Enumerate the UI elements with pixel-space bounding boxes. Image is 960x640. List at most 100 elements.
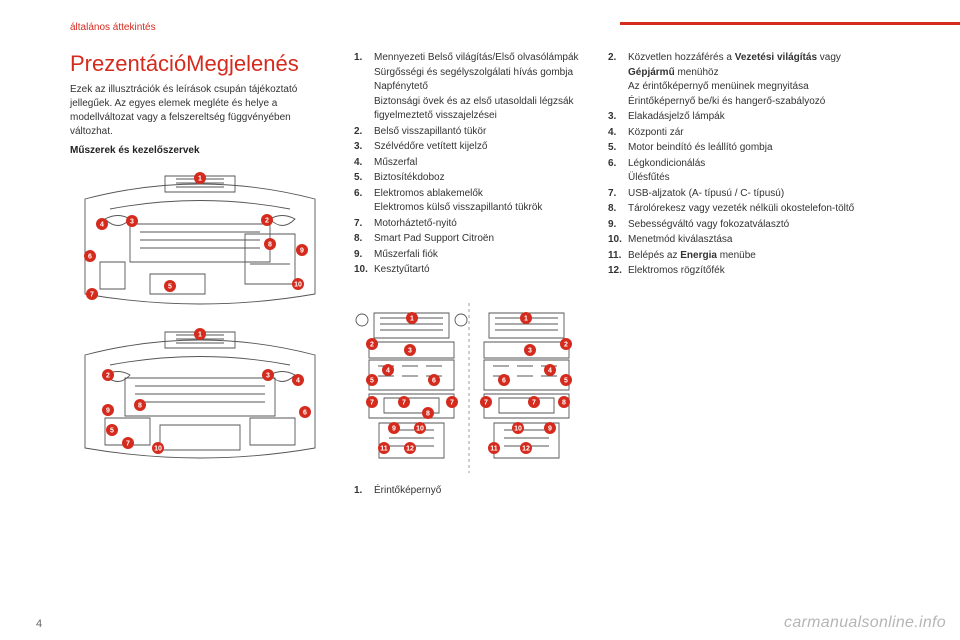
list-text: Mennyezeti Belső világítás/Első olvasólá…	[374, 51, 584, 124]
columns: PrezentációMegjelenés Ezek az illusztrác…	[70, 51, 890, 499]
list-item: 8.Smart Pad Support Citroën	[354, 232, 584, 247]
svg-text:1: 1	[198, 176, 202, 183]
list-number: 1.	[354, 51, 374, 124]
page-title: PrezentációMegjelenés	[70, 51, 330, 77]
svg-text:4: 4	[386, 367, 390, 374]
svg-text:7: 7	[450, 399, 454, 406]
list-number: 7.	[608, 187, 628, 202]
list-item: 3.Szélvédőre vetített kijelző	[354, 140, 584, 155]
svg-text:3: 3	[528, 347, 532, 354]
svg-text:11: 11	[490, 445, 498, 452]
list-item: 7.Motorháztető-nyitó	[354, 217, 584, 232]
list-text: Belső visszapillantó tükör	[374, 125, 584, 140]
svg-text:8: 8	[562, 399, 566, 406]
list-text: Közvetlen hozzáférés a Vezetési világítá…	[628, 51, 890, 109]
list-item: 5.Biztosítékdoboz	[354, 171, 584, 186]
list-item: 1. Érintőképernyő	[354, 484, 584, 499]
list-subtext: Napfénytető	[374, 80, 584, 95]
svg-text:7: 7	[532, 399, 536, 406]
column-3: 2.Közvetlen hozzáférés a Vezetési világí…	[608, 51, 890, 499]
list-text: Menetmód kiválasztása	[628, 233, 890, 248]
list-number: 8.	[354, 232, 374, 247]
list-number: 2.	[608, 51, 628, 109]
svg-text:6: 6	[502, 377, 506, 384]
svg-text:6: 6	[303, 410, 307, 417]
svg-text:4: 4	[296, 378, 300, 385]
list-item: 1.Mennyezeti Belső világítás/Első olvasó…	[354, 51, 584, 124]
list-item: 2.Belső visszapillantó tükör	[354, 125, 584, 140]
list-number: 8.	[608, 202, 628, 217]
list-number: 4.	[354, 156, 374, 171]
feature-list-left: 1.Mennyezeti Belső világítás/Első olvasó…	[354, 51, 584, 278]
list-text: Smart Pad Support Citroën	[374, 232, 584, 247]
column-1: PrezentációMegjelenés Ezek az illusztrác…	[70, 51, 330, 499]
list-text: Motorháztető-nyitó	[374, 217, 584, 232]
svg-text:3: 3	[408, 347, 412, 354]
header-red-bar	[620, 22, 960, 25]
list-item: 6.LégkondicionálásÜlésfűtés	[608, 157, 890, 186]
list-text: Központi zár	[628, 126, 890, 141]
svg-text:10: 10	[154, 446, 162, 453]
center-console-diagram: 123456777891011121234567789101112	[354, 298, 584, 478]
list-subtext: Ülésfűtés	[628, 171, 890, 186]
list-item: 4.Műszerfal	[354, 156, 584, 171]
list-text: USB-aljzatok (A- típusú / C- típusú)	[628, 187, 890, 202]
list-text: Kesztyűtartó	[374, 263, 584, 278]
list-subtext: Elektromos külső visszapillantó tükrök	[374, 201, 584, 216]
list-text: Tárolórekesz vagy vezeték nélküli okoste…	[628, 202, 890, 217]
svg-text:10: 10	[416, 425, 424, 432]
svg-text:10: 10	[514, 425, 522, 432]
list-text: Motor beindító és leállító gombja	[628, 141, 890, 156]
svg-text:2: 2	[265, 218, 269, 225]
list-text: Elektromos ablakemelőkElektromos külső v…	[374, 187, 584, 216]
list-item: 10.Menetmód kiválasztása	[608, 233, 890, 248]
list-text: Sebességváltó vagy fokozatválasztó	[628, 218, 890, 233]
svg-text:8: 8	[426, 410, 430, 417]
list-number: 3.	[354, 140, 374, 155]
column-2: 1.Mennyezeti Belső világítás/Első olvasó…	[354, 51, 584, 499]
list-text: Biztosítékdoboz	[374, 171, 584, 186]
list-number: 11.	[608, 249, 628, 264]
page-number: 4	[36, 618, 42, 630]
svg-text:8: 8	[138, 403, 142, 410]
list-text: Érintőképernyő	[374, 484, 584, 499]
svg-text:2: 2	[370, 341, 374, 348]
list-number: 9.	[608, 218, 628, 233]
svg-text:1: 1	[198, 332, 202, 339]
intro-paragraph: Ezek az illusztrációk és leírások csupán…	[70, 83, 330, 139]
list-text: Elektromos rögzítőfék	[628, 264, 890, 279]
list-subtext: Biztonsági övek és az első utasoldali lé…	[374, 95, 584, 124]
svg-text:6: 6	[432, 377, 436, 384]
svg-text:7: 7	[484, 399, 488, 406]
list-item: 8.Tárolórekesz vagy vezeték nélküli okos…	[608, 202, 890, 217]
list-item: 6.Elektromos ablakemelőkElektromos külső…	[354, 187, 584, 216]
list-number: 5.	[354, 171, 374, 186]
list-item: 10.Kesztyűtartó	[354, 263, 584, 278]
svg-text:10: 10	[294, 282, 302, 289]
svg-text:9: 9	[392, 425, 396, 432]
svg-text:2: 2	[564, 341, 568, 348]
list-text: Elakadásjelző lámpák	[628, 110, 890, 125]
list-text: Belépés az Energia menübe	[628, 249, 890, 264]
list-number: 9.	[354, 248, 374, 263]
svg-text:5: 5	[168, 284, 172, 291]
svg-text:6: 6	[88, 254, 92, 261]
svg-text:4: 4	[100, 222, 104, 229]
svg-text:7: 7	[90, 292, 94, 299]
list-item: 11.Belépés az Energia menübe	[608, 249, 890, 264]
svg-text:12: 12	[406, 445, 414, 452]
svg-text:5: 5	[564, 377, 568, 384]
subheading: Műszerek és kezelőszervek	[70, 145, 330, 156]
list-subtext: Érintőképernyő be/ki és hangerő-szabályo…	[628, 95, 890, 110]
svg-text:4: 4	[548, 367, 552, 374]
svg-text:7: 7	[126, 441, 130, 448]
list-number: 10.	[608, 233, 628, 248]
list-text: Szélvédőre vetített kijelző	[374, 140, 584, 155]
list-item: 9.Sebességváltó vagy fokozatválasztó	[608, 218, 890, 233]
feature-list-right: 2.Közvetlen hozzáférés a Vezetési világí…	[608, 51, 890, 279]
list-text: LégkondicionálásÜlésfűtés	[628, 157, 890, 186]
list-text: Műszerfali fiók	[374, 248, 584, 263]
list-number: 7.	[354, 217, 374, 232]
svg-text:3: 3	[130, 219, 134, 226]
list-number: 4.	[608, 126, 628, 141]
